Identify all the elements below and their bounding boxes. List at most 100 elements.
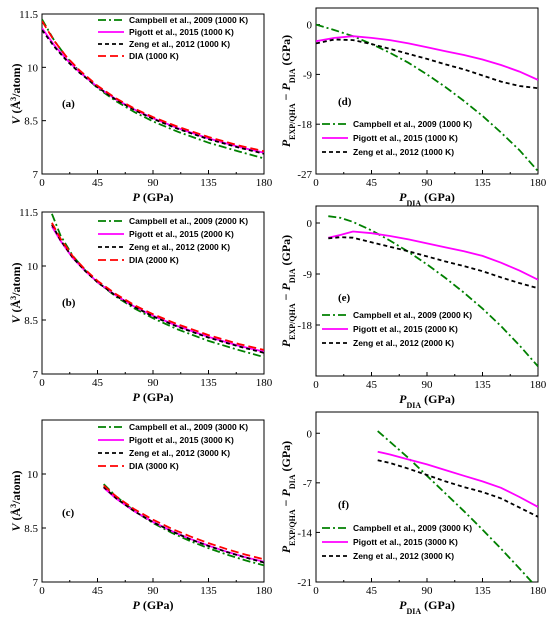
y-tick-label: 8.5 [24, 523, 38, 535]
x-tick-label: 180 [256, 177, 273, 189]
y-axis-label: V (Å3/atom) [9, 63, 24, 124]
x-tick-label: 90 [148, 177, 160, 189]
legend-entry: Zeng et al., 2012 (2000 K) [129, 242, 230, 252]
panel-c: 0 45 90 135 180 7 8.5 10 P (GPa) V (Å3/atom) Campb… [9, 419, 273, 612]
legend: Campbell et al., 2009 (2000 K) Pigott et … [98, 216, 248, 265]
panel-label: (f) [338, 499, 349, 511]
series-line-2 [42, 29, 264, 155]
x-tick-label: 45 [366, 177, 378, 189]
y-tick-label: -9 [303, 69, 313, 81]
x-tick-label: 45 [366, 379, 378, 391]
y-tick-label: 8.5 [24, 315, 38, 327]
x-tick-label: 45 [366, 585, 378, 597]
x-tick-label: 0 [313, 585, 319, 597]
y-axis-label: V (Å3/atom) [9, 262, 24, 323]
series-group [42, 18, 264, 160]
x-axis-label: P (GPa) [133, 190, 174, 204]
y-tick-label: -27 [297, 169, 312, 181]
x-tick-label: 90 [422, 585, 434, 597]
y-tick-label: 11.5 [19, 9, 38, 21]
x-tick-label: 45 [92, 177, 104, 189]
y-axis-label: PEXP/QHA − PDIA (GPa) [279, 235, 297, 347]
legend-entry: Pigott et al., 2015 (1000 K) [129, 27, 234, 37]
series-group [103, 483, 264, 567]
y-axis-label: V (Å3/atom) [9, 470, 24, 531]
legend-entry: Pigott et al., 2015 (3000 K) [129, 435, 234, 445]
panel-label: (a) [62, 98, 75, 110]
y-tick-label: 0 [307, 20, 313, 32]
x-axis-label: PDIA (GPa) [399, 190, 455, 208]
legend: Campbell et al., 2009 (2000 K) Pigott et … [322, 310, 472, 348]
legend-entry: Pigott et al., 2015 (2000 K) [129, 229, 234, 239]
y-tick-label: 10 [27, 469, 39, 481]
x-tick-label: 180 [530, 177, 547, 189]
x-tick-label: 180 [256, 585, 273, 597]
panel-f: 0 45 90 135 180 -21 -14 -7 0 PDIA (GPa) PEXP/QHA −… [279, 411, 547, 616]
legend-entry: Pigott et al., 2015 (3000 K) [353, 537, 458, 547]
x-tick-label: 90 [148, 377, 160, 389]
legend-entry: DIA (1000 K) [129, 51, 179, 61]
y-tick-label: 10 [27, 261, 39, 273]
series-line-0 [51, 213, 264, 358]
y-tick-label: -7 [303, 478, 313, 490]
series-line-1 [377, 450, 538, 508]
y-axis-label: PEXP/QHA − PDIA (GPa) [279, 35, 297, 147]
x-tick-label: 135 [200, 177, 217, 189]
y-tick-label: 7 [33, 169, 39, 181]
panel-e: 0 45 90 135 180 -18 -9 0 PDIA (GPa) PEXP/QHA − PD… [279, 205, 547, 410]
x-tick-label: 135 [474, 379, 491, 391]
x-axis-label: PDIA (GPa) [399, 598, 455, 616]
x-tick-label: 135 [200, 377, 217, 389]
x-tick-label: 0 [39, 377, 45, 389]
x-tick-label: 0 [313, 177, 319, 189]
series-line-0 [377, 430, 533, 582]
series-group [377, 430, 538, 582]
x-tick-label: 45 [92, 585, 104, 597]
y-tick-label: 0 [307, 428, 313, 440]
x-tick-label: 90 [422, 379, 434, 391]
legend-entry: Zeng et al., 2012 (3000 K) [129, 448, 230, 458]
y-tick-label: 10 [27, 62, 39, 74]
series-group [316, 23, 538, 172]
x-tick-label: 180 [256, 377, 273, 389]
x-tick-label: 90 [148, 585, 160, 597]
x-tick-label: 45 [92, 377, 104, 389]
x-tick-label: 0 [39, 177, 45, 189]
y-tick-label: -14 [297, 527, 312, 539]
legend-entry: Zeng et al., 2012 (1000 K) [353, 147, 454, 157]
y-tick-label: 7 [33, 577, 39, 589]
y-axis-label: PEXP/QHA − PDIA (GPa) [279, 441, 297, 553]
legend-entry: Campbell et al., 2009 (2000 K) [353, 310, 472, 320]
series-line-2 [103, 486, 264, 564]
series-line-3 [103, 484, 264, 561]
legend-entry: Zeng et al., 2012 (2000 K) [353, 338, 454, 348]
series-line-1 [328, 230, 538, 281]
y-tick-label: -9 [303, 269, 313, 281]
x-tick-label: 135 [200, 585, 217, 597]
legend-entry: Campbell et al., 2009 (1000 K) [129, 15, 248, 25]
x-tick-label: 90 [422, 177, 434, 189]
y-tick-label: 11.5 [19, 207, 38, 219]
y-tick-label: -18 [297, 320, 312, 332]
x-tick-label: 135 [474, 177, 491, 189]
legend-entry: Campbell et al., 2009 (2000 K) [129, 216, 248, 226]
legend-entry: Campbell et al., 2009 (1000 K) [353, 119, 472, 129]
panel-label: (e) [338, 292, 351, 304]
y-tick-label: 7 [33, 369, 39, 381]
x-tick-label: 0 [313, 379, 319, 391]
x-tick-label: 180 [530, 379, 547, 391]
series-line-3 [42, 20, 264, 153]
panel-a: 0 45 90 135 180 7 8.5 10 11.5 P (GPa) V (Å3/atom) C… [9, 9, 273, 204]
legend: Campbell et al., 2009 (3000 K) Pigott et … [322, 523, 472, 561]
y-tick-label: -18 [297, 119, 312, 131]
series-line-1 [316, 35, 538, 81]
x-axis-label: P (GPa) [133, 598, 174, 612]
y-tick-label: 8.5 [24, 116, 38, 128]
series-line-2 [377, 459, 538, 518]
legend: Campbell et al., 2009 (1000 K) Pigott et … [98, 15, 248, 61]
legend-entry: Zeng et al., 2012 (1000 K) [129, 39, 230, 49]
x-tick-label: 180 [530, 585, 547, 597]
panel-label: (c) [62, 507, 75, 519]
legend-entry: Pigott et al., 2015 (2000 K) [353, 324, 458, 334]
